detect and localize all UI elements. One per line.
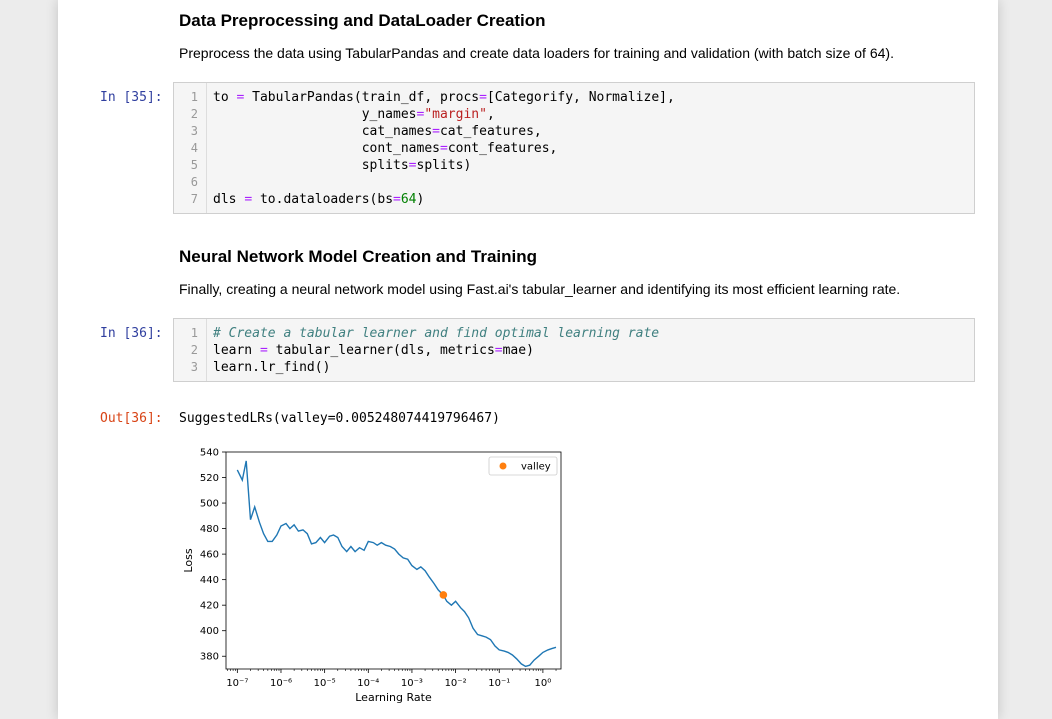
y-tick-label: 500	[200, 499, 219, 510]
line-number-gutter	[174, 319, 207, 381]
legend-box	[488, 456, 558, 476]
x-tick-label: 10⁻¹	[488, 678, 510, 689]
lr-finder-chart: 380 400 420 440 460 480 500 520 540 10⁻⁷ 10⁻⁶ 10⁻⁵ 1…	[182, 448, 562, 704]
x-tick-label: 10⁻⁷	[226, 678, 248, 689]
x-tick-label: 10⁻²	[445, 678, 467, 689]
line-number: 6	[190, 175, 198, 189]
cell-36-output-prompt: Out[36]:	[100, 411, 163, 426]
code-text: splits=splits)	[213, 158, 472, 173]
x-tick-label: 10⁰	[535, 678, 552, 689]
legend-marker-valley	[499, 462, 507, 470]
line-number: 1	[190, 90, 198, 104]
section-heading-training: Neural Network Model Creation and Traini…	[179, 247, 537, 266]
line-number: 7	[190, 192, 198, 206]
cell-36-output-text: SuggestedLRs(valley=0.005248074419796467…	[179, 411, 500, 426]
code-text: dls = to.dataloaders(bs=64)	[213, 192, 425, 207]
y-tick-label: 540	[200, 448, 219, 459]
section-heading-preprocessing: Data Preprocessing and DataLoader Creati…	[179, 11, 546, 30]
y-tick-label: 380	[200, 652, 219, 663]
legend-label-valley: valley	[521, 462, 551, 473]
plot-frame	[225, 451, 562, 670]
section-description-training: Finally, creating a neural network model…	[179, 281, 901, 297]
y-axis-label: Loss	[182, 548, 195, 572]
code-text: to = TabularPandas(train_df, procs=[Cate…	[213, 90, 675, 105]
line-number: 1	[190, 326, 198, 340]
code-text: # Create a tabular learner and find opti…	[213, 326, 660, 341]
code-text: cat_names=cat_features,	[213, 124, 542, 139]
line-number: 5	[190, 158, 198, 172]
code-text: y_names="margin",	[213, 107, 495, 122]
x-tick-label: 10⁻⁶	[270, 678, 292, 689]
cell-36-prompt: In [36]:	[100, 326, 163, 341]
code-text: learn = tabular_learner(dls, metrics=mae…	[213, 343, 534, 358]
y-tick-label: 400	[200, 626, 219, 637]
y-tick-label: 420	[200, 601, 219, 612]
notebook-page: Data Preprocessing and DataLoader Creati…	[58, 0, 998, 719]
line-number: 3	[190, 360, 198, 374]
line-number: 2	[190, 107, 198, 121]
cell-36-code-editor[interactable]: 1 # Create a tabular learner and find opt…	[173, 318, 975, 382]
y-tick-label: 520	[200, 473, 219, 484]
line-number: 3	[190, 124, 198, 138]
x-tick-label: 10⁻³	[401, 678, 423, 689]
x-tick-label: 10⁻⁴	[357, 678, 379, 689]
section-description-preprocessing: Preprocess the data using TabularPandas …	[179, 45, 894, 61]
code-text: learn.lr_find()	[213, 360, 331, 375]
cell-35-prompt: In [35]:	[100, 90, 163, 105]
code-text: cont_names=cont_features,	[213, 141, 558, 156]
y-tick-label: 480	[200, 524, 219, 535]
line-number: 2	[190, 343, 198, 357]
x-tick-label: 10⁻⁵	[314, 678, 336, 689]
y-tick-label: 440	[200, 575, 219, 586]
y-tick-label: 460	[200, 550, 219, 561]
line-number: 4	[190, 141, 198, 155]
loss-curve-line	[236, 460, 557, 668]
valley-point	[439, 591, 448, 599]
x-axis-label: Learning Rate	[355, 691, 432, 704]
line-number-gutter	[174, 83, 207, 213]
cell-35-code-editor[interactable]: 1 to = TabularPandas(train_df, procs=[Cat…	[173, 82, 975, 214]
